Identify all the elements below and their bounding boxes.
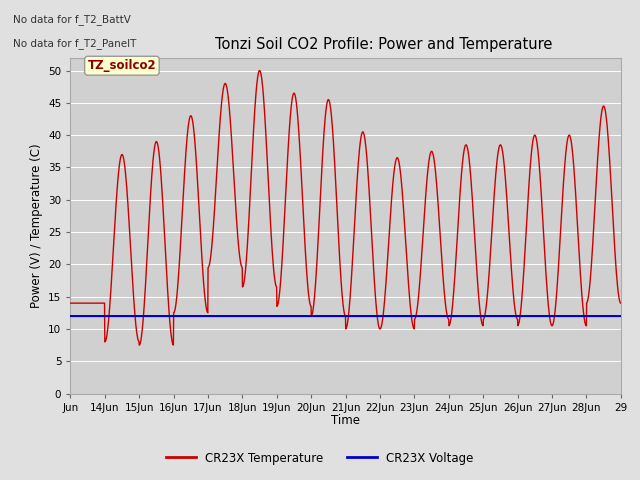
Title: Tonzi Soil CO2 Profile: Power and Temperature: Tonzi Soil CO2 Profile: Power and Temper… — [216, 37, 553, 52]
Text: No data for f_T2_BattV: No data for f_T2_BattV — [13, 14, 131, 25]
X-axis label: Time: Time — [331, 414, 360, 427]
Text: No data for f_T2_PanelT: No data for f_T2_PanelT — [13, 38, 136, 49]
Text: TZ_soilco2: TZ_soilco2 — [88, 59, 156, 72]
Y-axis label: Power (V) / Temperature (C): Power (V) / Temperature (C) — [29, 144, 43, 308]
Legend: CR23X Temperature, CR23X Voltage: CR23X Temperature, CR23X Voltage — [162, 447, 478, 469]
